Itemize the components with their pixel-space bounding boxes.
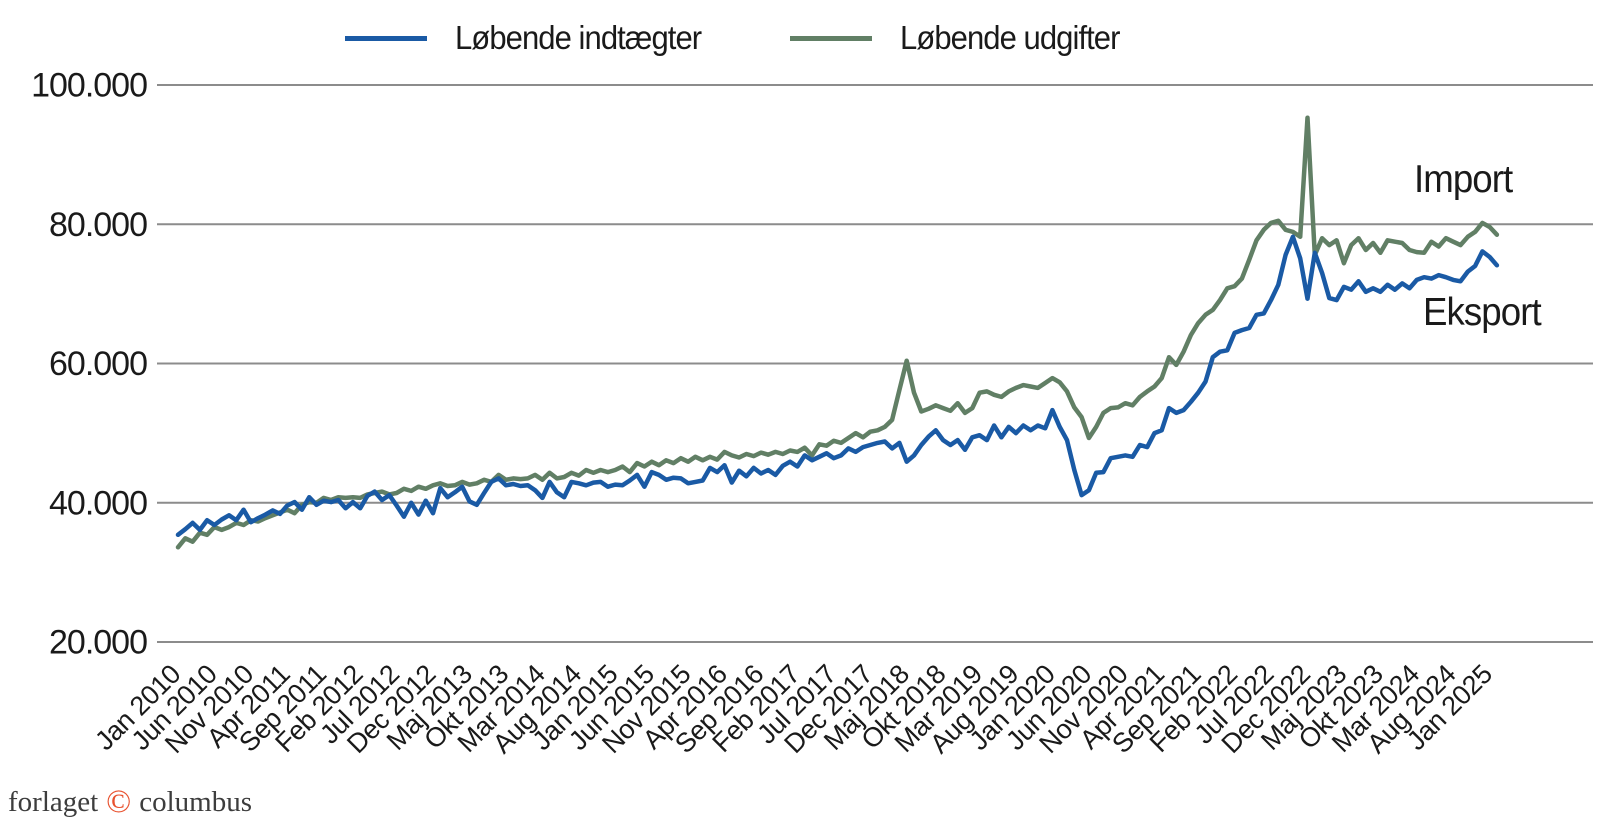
copyright-icon: © [106,784,132,820]
legend-line-swatch-green [790,35,872,41]
legend-item-loebende-udgifter: Løbende udgifter [790,16,1134,60]
svg-text:60.000: 60.000 [49,345,147,383]
publisher-prefix: forlaget [8,786,99,818]
legend-line-swatch-blue [345,35,427,41]
legend-item-loebende-indtaegter: Løbende indtægter [345,16,717,60]
legend-label: Løbende udgifter [900,19,1120,56]
svg-text:100.000: 100.000 [31,67,147,105]
series-annotation-import: Import [1414,158,1513,201]
svg-text:40.000: 40.000 [49,484,147,522]
publisher-credit: forlaget © columbus [8,786,252,819]
svg-text:20.000: 20.000 [49,624,147,662]
series-annotation-eksport: Eksport [1423,291,1542,334]
legend: Løbende indtægter Løbende udgifter [0,16,1603,60]
publisher-suffix: columbus [139,786,253,818]
legend-label: Løbende indtægter [455,19,702,56]
svg-text:80.000: 80.000 [49,206,147,244]
